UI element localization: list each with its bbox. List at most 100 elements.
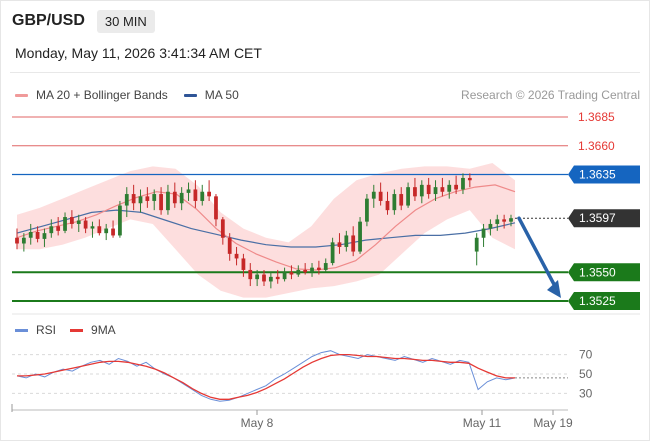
candle-body (337, 242, 342, 247)
legend-ma20-label: MA 20 + Bollinger Bands (36, 88, 168, 102)
x-tick-label: May 11 (463, 416, 502, 430)
forecast-arrow-head (547, 280, 561, 298)
candle-body (371, 191, 376, 199)
support-2-label: 1.3525 (579, 294, 616, 308)
candle-body (28, 232, 33, 238)
candle-body (97, 226, 102, 234)
candle-body (433, 187, 438, 195)
legend-rsi[interactable]: RSI (15, 323, 56, 337)
candle-body (63, 217, 67, 231)
candle-body (358, 221, 362, 252)
legend-ma50[interactable]: MA 50 (183, 88, 239, 102)
rsi-ma9-line (17, 353, 515, 400)
candle-body (138, 196, 143, 204)
candle-body (447, 184, 452, 192)
candle-body (275, 276, 280, 280)
x-tick-label: May 8 (241, 416, 274, 430)
moving-averages (16, 184, 516, 271)
candle-body (214, 196, 218, 220)
header-divider (10, 72, 640, 73)
candle-body (207, 191, 211, 197)
candle-body (419, 184, 424, 197)
candle-body (166, 191, 170, 211)
candle-body (104, 228, 109, 234)
candle-body (399, 194, 404, 206)
candle-body (344, 235, 349, 247)
ma9-swatch (70, 328, 84, 332)
candle-body (392, 194, 397, 211)
candle-body (509, 218, 513, 222)
candle-body (56, 226, 61, 231)
bollinger-band-area (17, 163, 515, 298)
legend-ma50-label: MA 50 (204, 88, 239, 102)
support-1-tag (568, 263, 640, 282)
credit-text: Research © 2026 Trading Central (461, 88, 640, 102)
candle-body (426, 184, 431, 195)
candle-body (282, 272, 287, 280)
candle-body (474, 237, 479, 252)
legend-ma9-label: 9MA (91, 323, 116, 337)
candle-body (49, 226, 54, 234)
pivot-tag (568, 165, 640, 184)
datetime-label: Monday, May 11, 2026 3:41:34 AM CET (15, 45, 262, 61)
timeframe-button[interactable]: 30 MIN (96, 9, 155, 33)
ma20-swatch (15, 93, 28, 97)
ma50-line (16, 209, 516, 248)
level-tags: 1.3685 1.3660 1.3635 1.3597 1.3550 1.3525 (568, 110, 640, 310)
candle-body (186, 189, 191, 193)
candle-body (413, 187, 417, 197)
candle-body (152, 194, 157, 201)
candle-body (172, 191, 177, 204)
candle-body (131, 194, 136, 204)
candle-body (303, 269, 308, 273)
rsi-legend: RSI 9MA (15, 323, 130, 337)
candle-body (488, 223, 493, 229)
candle-body (467, 177, 472, 181)
candle-body (255, 274, 260, 280)
candle-body (70, 217, 74, 224)
forecast-arrow-shaft (517, 216, 559, 292)
candle-body (330, 242, 335, 264)
main-legend: MA 20 + Bollinger Bands MA 50 (15, 88, 255, 102)
legend-ma9[interactable]: 9MA (70, 323, 116, 337)
resistance-2-label: 1.3685 (578, 110, 615, 124)
candle-body (440, 187, 445, 192)
candle-body (227, 237, 232, 254)
candle-body (351, 235, 356, 252)
rsi-swatch (15, 328, 28, 332)
last-price-label: 1.3597 (579, 211, 616, 225)
candle-body (179, 192, 184, 204)
candle-body (220, 219, 225, 238)
candle-body (90, 226, 95, 229)
candle-body (241, 258, 246, 270)
forecast-arrow (517, 216, 561, 298)
support-1-label: 1.3550 (579, 265, 616, 279)
support-2-tag (568, 292, 640, 310)
x-axis: May 8 May 11 May 19 (11, 404, 573, 430)
ma50-swatch (183, 93, 197, 97)
candle-body (76, 220, 81, 224)
candle-body (323, 263, 328, 270)
rsi-tick-label: 30 (579, 386, 593, 400)
legend-ma20[interactable]: MA 20 + Bollinger Bands (15, 88, 168, 102)
candle-body (262, 274, 266, 282)
candle-body (83, 220, 88, 229)
candle-body (502, 219, 507, 222)
candle-body (145, 196, 150, 201)
rsi-line (16, 350, 516, 402)
candle-body (289, 272, 294, 275)
candle-body (385, 200, 390, 211)
candle-body (481, 228, 486, 238)
candle-body (193, 189, 198, 201)
rsi-tick-label: 70 (579, 348, 593, 362)
candles (15, 173, 513, 289)
symbol-title: GBP/USD (12, 12, 85, 29)
rsi-panel: 70 50 30 (12, 313, 640, 402)
candle-body (200, 191, 205, 201)
pivot-label: 1.3635 (579, 168, 616, 182)
ma20-line (16, 184, 516, 271)
candle-body (118, 205, 122, 236)
legend-rsi-label: RSI (36, 323, 57, 337)
resistance-1-label: 1.3660 (578, 139, 615, 153)
